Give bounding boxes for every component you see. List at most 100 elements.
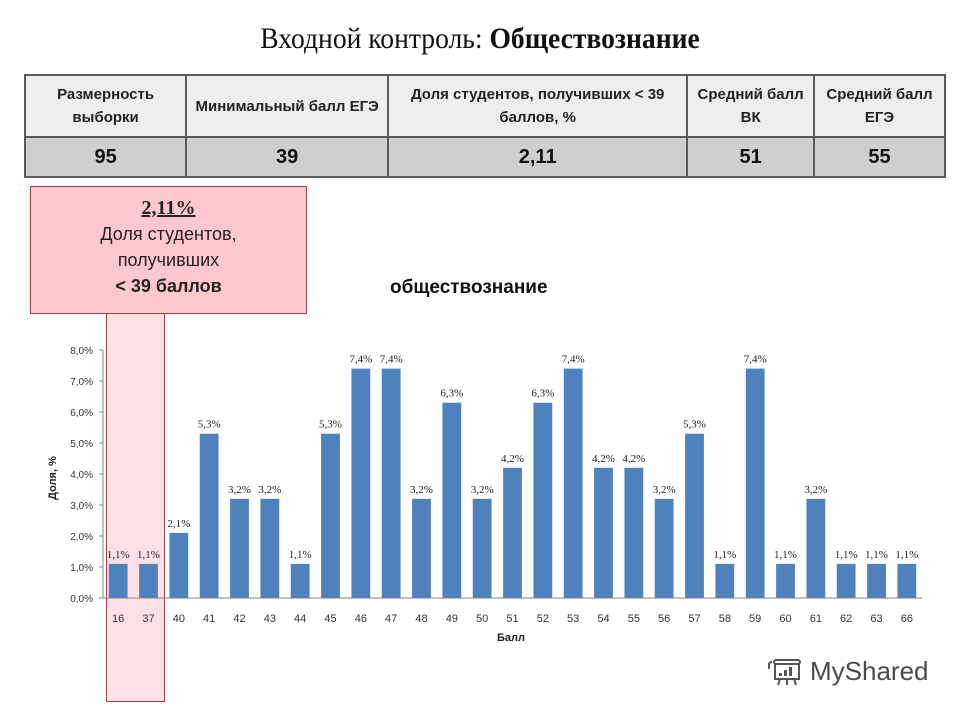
header-avg-vk: Средний балл ВК: [686, 74, 815, 138]
bar-data-label: 1,1%: [865, 549, 888, 561]
x-tick-label: 53: [567, 613, 579, 625]
y-tick-label: 6,0%: [70, 408, 93, 419]
x-tick-label: 52: [537, 613, 549, 625]
callout-box: 2,11% Доля студентов, получивших < 39 ба…: [30, 186, 307, 314]
bar-data-label: 5,3%: [319, 419, 342, 431]
y-tick-label: 2,0%: [70, 532, 93, 543]
bar-45: [321, 433, 340, 598]
bar-54: [594, 467, 613, 598]
x-tick-label: 46: [355, 613, 367, 625]
x-tick-label: 37: [142, 613, 154, 625]
bar-66: [897, 563, 917, 598]
bar-data-label: 1,1%: [289, 549, 312, 561]
x-tick-label: 51: [506, 613, 518, 625]
value-avg-vk: 51: [686, 136, 815, 178]
summary-table: Размерность выборки Минимальный балл ЕГЭ…: [23, 74, 947, 178]
x-tick-label: 61: [810, 613, 822, 625]
x-tick-label: 58: [719, 613, 731, 625]
bar-data-label: 4,2%: [501, 453, 524, 465]
bar-data-label: 1,1%: [107, 549, 130, 561]
bar-data-label: 1,1%: [895, 549, 918, 561]
x-tick-label: 43: [264, 613, 276, 625]
bar-data-label: 7,4%: [744, 354, 767, 366]
x-tick-label: 45: [324, 613, 336, 625]
bar-data-label: 1,1%: [713, 549, 736, 561]
bar-55: [624, 467, 644, 598]
bar-data-label: 3,2%: [471, 484, 494, 496]
bar-data-label: 3,2%: [410, 484, 433, 496]
y-tick-label: 4,0%: [70, 470, 93, 481]
bar-data-label: 4,2%: [622, 453, 645, 465]
page-title: Входной контроль: Обществознание: [38, 22, 921, 56]
bar-data-label: 5,3%: [683, 419, 706, 431]
bar-47: [381, 368, 401, 598]
bar-48: [412, 498, 431, 598]
title-subject: Обществознание: [489, 22, 700, 55]
summary-values-row: 95 39 2,11 51 55: [23, 136, 947, 178]
bar-data-label: 7,4%: [562, 354, 585, 366]
x-tick-label: 16: [112, 613, 124, 625]
bar-data-label: 5,3%: [198, 419, 221, 431]
x-tick-label: 55: [628, 613, 640, 625]
y-axis-title: Доля, %: [47, 456, 59, 500]
bar-42: [230, 498, 249, 598]
bar-data-label: 7,4%: [380, 354, 403, 366]
y-tick-label: 0,0%: [70, 594, 93, 605]
header-sample-size: Размерность выборки: [23, 74, 188, 138]
x-tick-label: 48: [415, 613, 427, 625]
y-tick-label: 5,0%: [70, 439, 93, 450]
x-axis-title: Балл: [497, 632, 525, 644]
bar-57: [685, 433, 704, 598]
bar-41: [199, 433, 219, 598]
bar-60: [776, 563, 795, 598]
bar-data-label: 1,1%: [774, 549, 797, 561]
highlight-below-threshold: [106, 314, 165, 702]
x-tick-label: 63: [870, 613, 882, 625]
x-tick-label: 41: [203, 613, 215, 625]
bar-data-label: 3,2%: [258, 484, 281, 496]
bar-data-label: 1,1%: [835, 549, 858, 561]
bar-56: [654, 498, 674, 598]
bar-50: [472, 498, 492, 598]
x-tick-label: 60: [779, 613, 791, 625]
callout-percent: 2,11%: [141, 197, 196, 219]
watermark-text: MyShared: [810, 656, 929, 686]
x-tick-label: 47: [385, 613, 397, 625]
bar-44: [290, 563, 310, 598]
bar-59: [745, 368, 765, 598]
bar-53: [563, 368, 583, 598]
bar-data-label: 3,2%: [228, 484, 251, 496]
bar-data-label: 6,3%: [531, 388, 554, 400]
x-tick-label: 49: [446, 613, 458, 625]
bar-data-label: 4,2%: [592, 453, 615, 465]
bar-52: [533, 402, 553, 598]
x-tick-label: 40: [173, 613, 185, 625]
callout-line-2: получивших: [117, 250, 220, 270]
bar-data-label: 1,1%: [137, 549, 160, 561]
bar-40: [169, 532, 189, 598]
x-tick-label: 62: [840, 613, 852, 625]
bar-49: [442, 402, 462, 598]
bar-data-label: 3,2%: [804, 484, 827, 496]
bar-43: [260, 498, 280, 598]
value-sample-size: 95: [23, 136, 188, 178]
x-tick-label: 42: [233, 613, 245, 625]
x-tick-label: 50: [476, 613, 488, 625]
bar-62: [836, 563, 856, 598]
y-tick-label: 3,0%: [70, 501, 93, 512]
y-tick-label: 8,0%: [70, 346, 93, 357]
value-avg-ege: 55: [812, 136, 947, 178]
presentation-board-icon: [768, 658, 801, 685]
watermark: MyShared: [768, 656, 929, 687]
x-tick-label: 59: [749, 613, 761, 625]
bar-16: [108, 563, 128, 598]
bar-46: [351, 368, 371, 598]
title-prefix: Входной контроль:: [260, 22, 490, 55]
bar-37: [139, 563, 158, 598]
value-share-below: 2,11: [387, 136, 689, 178]
bar-data-label: 6,3%: [440, 388, 463, 400]
y-tick-label: 1,0%: [70, 563, 93, 574]
x-tick-label: 66: [901, 613, 913, 625]
header-share-below: Доля студентов, получивших < 39 баллов, …: [387, 74, 689, 138]
